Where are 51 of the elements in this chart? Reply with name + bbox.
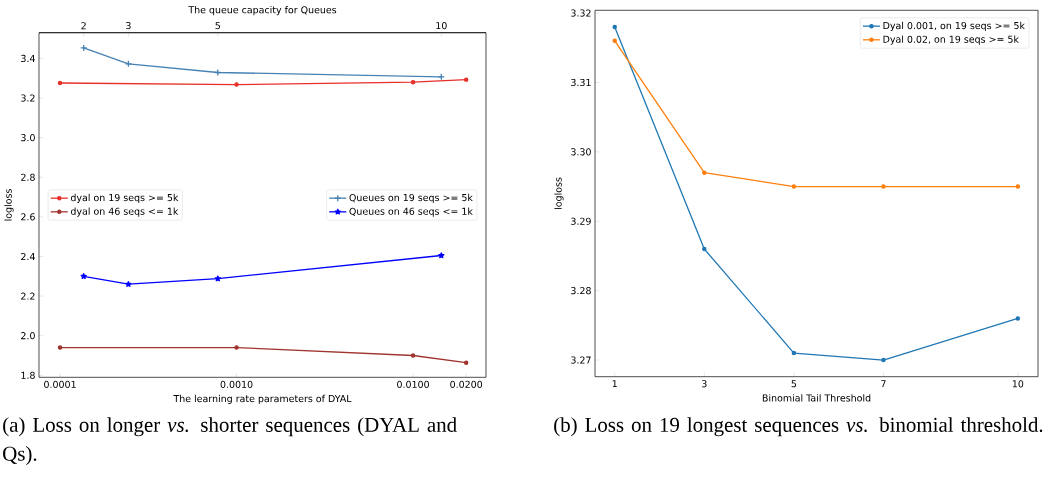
y-tick-label: 3.2 bbox=[21, 94, 35, 102]
x-tick-label: 0.0200 bbox=[450, 380, 483, 388]
legend-label: dyal on 46 seqs <= 1k bbox=[70, 207, 179, 217]
point bbox=[1015, 184, 1021, 189]
legend-label: dyal on 19 seqs >= 5k bbox=[70, 193, 179, 203]
point bbox=[881, 184, 886, 189]
y-axis-title: logloss bbox=[554, 177, 564, 209]
y-tick-label: 3.27 bbox=[571, 356, 591, 364]
y-tick-label: 2.2 bbox=[21, 292, 35, 300]
point bbox=[791, 184, 797, 189]
x2-tick-label: 5 bbox=[215, 22, 220, 30]
y-tick-label: 2.6 bbox=[21, 213, 35, 221]
y-axis-title: logloss bbox=[4, 189, 14, 221]
x-axis-title: Binomial Tail Threshold bbox=[762, 394, 871, 402]
y-tick-label: 3.4 bbox=[21, 54, 35, 63]
legend-label: Dyal 0.001, on 19 seqs >= 5k bbox=[883, 21, 1025, 31]
point bbox=[881, 357, 886, 363]
x-tick-label: 0.0001 bbox=[44, 380, 76, 388]
legend-label: Queues on 46 seqs <= 1k bbox=[349, 207, 473, 217]
y-tick-label: 1.8 bbox=[21, 371, 35, 379]
x-tick-label: 0.0100 bbox=[397, 380, 429, 388]
x-tick-label: 7 bbox=[881, 380, 886, 388]
x2-axis-title: The queue capacity for Queues bbox=[188, 6, 337, 16]
point bbox=[612, 24, 617, 30]
x2-tick-label: 2 bbox=[81, 22, 86, 30]
point bbox=[612, 38, 617, 44]
legend-label: Dyal 0.02, on 19 seqs >= 5k bbox=[883, 35, 1019, 45]
x-tick-label: 0.0010 bbox=[220, 380, 253, 388]
x-tick-label: 5 bbox=[791, 380, 797, 388]
y-tick-label: 3.28 bbox=[571, 287, 591, 295]
x2-tick-label: 10 bbox=[436, 22, 447, 30]
y-tick-label: 3.32 bbox=[571, 9, 591, 17]
y-tick-label: 2.4 bbox=[21, 252, 35, 260]
x-tick-label: 1 bbox=[612, 380, 617, 388]
y-tick-label: 2.8 bbox=[21, 173, 35, 181]
text: (b) Loss on 19 longest sequences vs. binomial threshold. bbox=[554, 417, 1043, 437]
x-axis-title: The learning rate parameters of DYAL bbox=[173, 394, 352, 404]
x-tick-label: 3 bbox=[702, 380, 707, 388]
point bbox=[702, 246, 707, 252]
legend-label: Queues on 19 seqs >= 5k bbox=[349, 193, 473, 203]
point bbox=[791, 350, 797, 356]
y-tick-label: 3.29 bbox=[571, 217, 591, 225]
x-tick-label: 10 bbox=[1012, 380, 1024, 388]
y-tick-label: 3.0 bbox=[21, 134, 35, 142]
text: (a) Loss on longer vs. shorter sequences (DYAL and Qs). bbox=[3, 417, 457, 466]
point bbox=[1015, 316, 1021, 321]
x2-tick-label: 3 bbox=[126, 22, 131, 30]
y-tick-label: 3.30 bbox=[571, 148, 591, 156]
y-tick-label: 3.31 bbox=[571, 78, 591, 87]
point bbox=[702, 170, 707, 175]
y-tick-label: 2.0 bbox=[21, 332, 35, 340]
